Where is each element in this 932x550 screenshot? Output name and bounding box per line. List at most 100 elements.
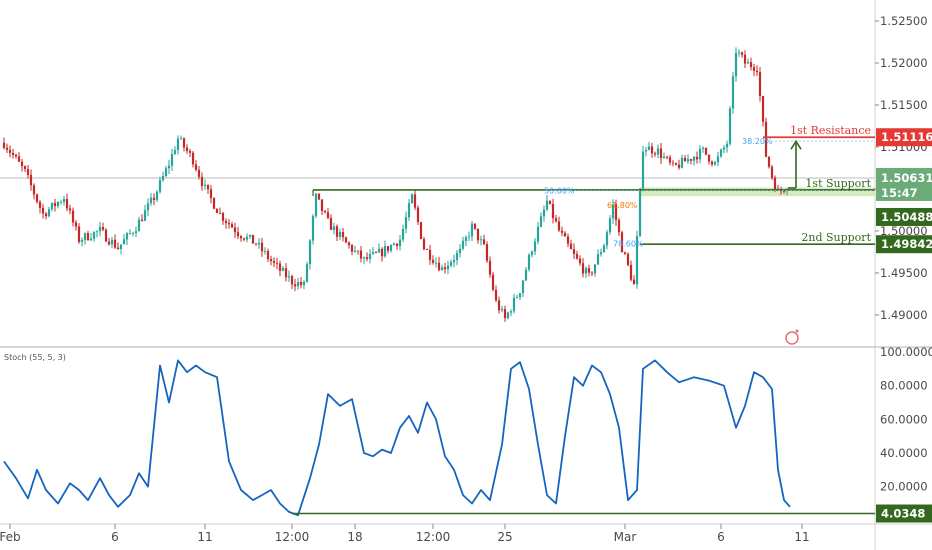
candle[interactable] (401, 224, 405, 242)
candle[interactable] (176, 135, 180, 155)
candle[interactable] (143, 204, 147, 222)
candle[interactable] (542, 205, 546, 222)
candle[interactable] (56, 201, 60, 209)
candle[interactable] (35, 193, 39, 204)
candle[interactable] (368, 249, 372, 264)
candle[interactable] (566, 233, 570, 248)
candle[interactable] (620, 230, 624, 253)
candle[interactable] (59, 199, 63, 205)
candle[interactable] (530, 250, 534, 258)
candle[interactable] (212, 197, 216, 210)
candle[interactable] (341, 227, 345, 242)
candle[interactable] (200, 172, 204, 191)
candle[interactable] (431, 255, 435, 265)
candle[interactable] (554, 214, 558, 223)
candle[interactable] (272, 257, 276, 268)
candle[interactable] (20, 158, 24, 172)
candle[interactable] (197, 166, 201, 180)
candle[interactable] (416, 205, 420, 226)
candle[interactable] (659, 142, 663, 164)
candle[interactable] (491, 271, 495, 292)
candle[interactable] (563, 231, 567, 237)
candle[interactable] (437, 256, 441, 272)
candle[interactable] (155, 190, 159, 203)
candle[interactable] (404, 211, 408, 234)
candle[interactable] (665, 155, 669, 160)
candle[interactable] (533, 237, 537, 255)
candle[interactable] (611, 199, 615, 224)
candle[interactable] (644, 146, 648, 157)
candle[interactable] (692, 156, 696, 166)
candle[interactable] (719, 148, 723, 158)
candle[interactable] (683, 154, 687, 162)
candle[interactable] (389, 244, 393, 253)
candle[interactable] (308, 239, 312, 270)
candle[interactable] (161, 171, 165, 182)
candle[interactable] (398, 234, 402, 251)
candle[interactable] (131, 231, 135, 237)
candle[interactable] (680, 154, 684, 169)
candle[interactable] (440, 264, 444, 271)
candle[interactable] (239, 234, 243, 242)
candle[interactable] (344, 236, 348, 243)
candle[interactable] (140, 214, 144, 222)
candle[interactable] (587, 264, 591, 277)
candle[interactable] (17, 152, 21, 162)
candle[interactable] (725, 140, 729, 153)
candle[interactable] (452, 254, 456, 268)
candle[interactable] (38, 200, 42, 214)
candle[interactable] (5, 143, 9, 154)
candle[interactable] (413, 190, 417, 211)
candle[interactable] (521, 279, 525, 297)
candle[interactable] (173, 146, 177, 155)
candle[interactable] (488, 256, 492, 278)
candle[interactable] (227, 218, 231, 229)
candle[interactable] (317, 193, 321, 201)
candle[interactable] (377, 243, 381, 253)
candle[interactable] (476, 228, 480, 244)
candle[interactable] (446, 260, 450, 275)
candle[interactable] (65, 193, 69, 212)
candle[interactable] (305, 261, 309, 283)
candle[interactable] (695, 151, 699, 164)
candle[interactable] (761, 95, 765, 127)
candle[interactable] (419, 221, 423, 240)
candle[interactable] (713, 160, 717, 166)
candle[interactable] (293, 278, 297, 292)
candle[interactable] (167, 159, 171, 175)
candle[interactable] (122, 233, 126, 245)
candle[interactable] (458, 243, 462, 258)
candle[interactable] (599, 248, 603, 257)
candle[interactable] (296, 277, 300, 290)
candle[interactable] (11, 148, 15, 159)
candle[interactable] (233, 222, 237, 238)
candle[interactable] (221, 211, 225, 225)
candle[interactable] (284, 262, 288, 282)
candle[interactable] (113, 234, 117, 249)
candle[interactable] (578, 255, 582, 266)
candle[interactable] (365, 252, 369, 262)
candle[interactable] (149, 193, 153, 206)
candle[interactable] (134, 226, 138, 238)
candle[interactable] (188, 148, 192, 158)
candle[interactable] (455, 250, 459, 266)
candle[interactable] (545, 195, 549, 212)
candle[interactable] (53, 198, 57, 212)
candle[interactable] (191, 151, 195, 168)
candle[interactable] (536, 222, 540, 245)
candle[interactable] (86, 230, 90, 241)
candle[interactable] (98, 221, 102, 237)
candle[interactable] (629, 260, 633, 282)
candle[interactable] (41, 203, 45, 219)
candle[interactable] (107, 237, 111, 246)
candle[interactable] (299, 276, 303, 289)
candle[interactable] (650, 142, 654, 158)
candle[interactable] (572, 243, 576, 260)
candle[interactable] (77, 223, 81, 244)
candle[interactable] (287, 270, 291, 282)
candle[interactable] (470, 220, 474, 242)
candle[interactable] (89, 232, 93, 242)
candle[interactable] (647, 141, 651, 151)
candle[interactable] (68, 204, 72, 215)
candle[interactable] (425, 248, 429, 251)
